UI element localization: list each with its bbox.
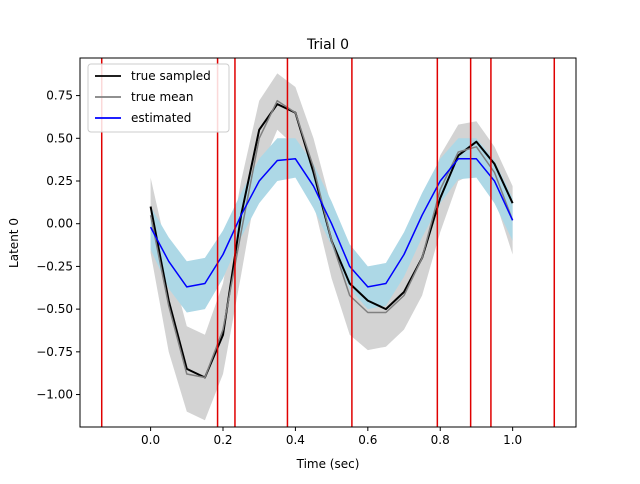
series-line-estimated (149, 158, 514, 288)
y-tick-label: −0.75 (36, 345, 73, 359)
x-tick-label: 1.0 (503, 433, 522, 447)
y-axis: 0.75 0.50 0.25 0.00 −0.25 −0.50 −0.75 −1.00 (36, 89, 80, 402)
legend-box (87, 63, 230, 133)
series-line-true-mean (149, 99, 514, 379)
legend: true sampled true mean estimated (87, 63, 230, 133)
x-tick-label: 0.2 (213, 433, 232, 447)
x-tick-label: 0.8 (431, 433, 450, 447)
y-tick-label: 0.75 (46, 89, 73, 103)
axes-frame (79, 57, 577, 428)
y-tick-label: 0.00 (46, 217, 73, 231)
legend-label: true mean (131, 90, 193, 104)
y-tick-label: 0.50 (46, 131, 73, 145)
plot-area (149, 73, 514, 421)
chart-title: Trial 0 (306, 37, 349, 53)
y-tick-label: −1.00 (36, 388, 73, 402)
event-markers (100, 58, 556, 427)
band-true (150, 73, 513, 421)
y-tick-label: −0.25 (36, 259, 73, 273)
x-axis: 0.0 0.2 0.4 0.6 0.8 1.0 (141, 427, 522, 447)
y-axis-label: Latent 0 (7, 218, 21, 268)
x-tick-label: 0.4 (286, 433, 305, 447)
y-tick-label: 0.25 (46, 174, 73, 188)
x-tick-label: 0.0 (141, 433, 160, 447)
plot-frame (79, 57, 577, 428)
legend-label: true sampled (131, 69, 211, 83)
y-tick-label: −0.50 (36, 302, 73, 316)
x-axis-label: Time (sec) (296, 457, 360, 471)
x-tick-label: 0.6 (358, 433, 377, 447)
legend-label: estimated (131, 111, 191, 125)
